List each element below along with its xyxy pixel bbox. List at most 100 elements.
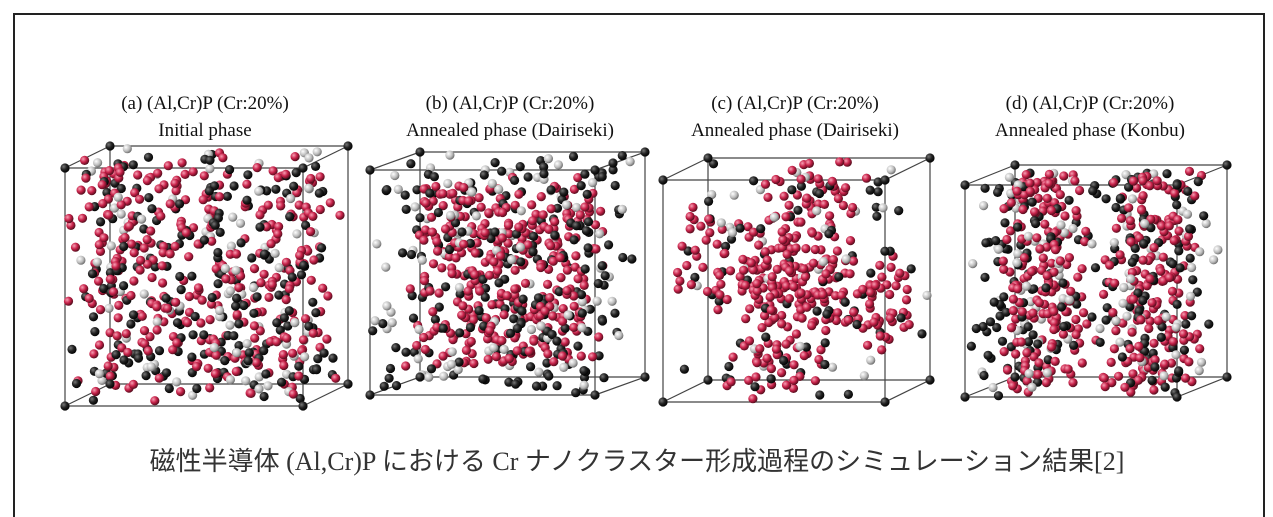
- atom: [767, 374, 776, 383]
- atom: [981, 184, 990, 193]
- corner-atom: [1222, 372, 1231, 381]
- atom: [144, 193, 153, 202]
- atom: [510, 176, 519, 185]
- atom: [1139, 191, 1148, 200]
- atom: [547, 185, 556, 194]
- atom: [876, 331, 885, 340]
- atom: [471, 248, 480, 257]
- atom: [968, 259, 977, 268]
- atom: [1150, 362, 1159, 371]
- atom: [979, 371, 988, 380]
- atom: [489, 343, 498, 352]
- atom: [796, 218, 805, 227]
- atom: [127, 240, 136, 249]
- atom: [789, 360, 798, 369]
- atom: [1099, 290, 1108, 299]
- atom: [715, 271, 724, 280]
- atom: [1087, 312, 1096, 321]
- atom: [99, 233, 108, 242]
- atom: [526, 362, 535, 371]
- atom: [260, 392, 269, 401]
- corner-atom: [365, 165, 374, 174]
- atom: [273, 229, 282, 238]
- atom: [331, 374, 340, 383]
- atom: [752, 279, 761, 288]
- atom: [516, 257, 525, 266]
- atom: [1145, 181, 1154, 190]
- atom: [789, 282, 798, 291]
- atom: [407, 250, 416, 259]
- atom: [1114, 372, 1123, 381]
- atom: [1100, 374, 1109, 383]
- atom: [822, 310, 831, 319]
- atom: [1034, 358, 1043, 367]
- atom: [895, 269, 904, 278]
- atom: [285, 306, 294, 315]
- atom: [481, 228, 490, 237]
- atom: [514, 223, 523, 232]
- atom: [391, 343, 400, 352]
- atom: [249, 283, 258, 292]
- atom: [1013, 187, 1022, 196]
- atom: [311, 308, 320, 317]
- atom: [504, 221, 513, 230]
- atom: [544, 154, 553, 163]
- atom: [1213, 245, 1222, 254]
- atom: [406, 159, 415, 168]
- atom: [1013, 284, 1022, 293]
- atom: [115, 168, 124, 177]
- atom: [199, 195, 208, 204]
- atom: [902, 295, 911, 304]
- atom: [236, 219, 245, 228]
- atom: [755, 344, 764, 353]
- atom: [1024, 322, 1033, 331]
- atom: [311, 162, 320, 171]
- atom: [439, 372, 448, 381]
- atom: [466, 323, 475, 332]
- atom: [94, 277, 103, 286]
- atom: [153, 317, 162, 326]
- atom: [1110, 238, 1119, 247]
- panel-title: (b) (Al,Cr)P (Cr:20%): [426, 93, 595, 114]
- atom: [741, 281, 750, 290]
- caption: 磁性半導体 (Al,Cr)P における Cr ナノクラスター形成過程のシミュレー…: [150, 447, 1125, 476]
- atom: [1065, 253, 1074, 262]
- atom: [553, 381, 562, 390]
- atom: [1111, 326, 1120, 335]
- atom: [756, 224, 765, 233]
- atom: [85, 202, 94, 211]
- atom: [260, 270, 269, 279]
- atom: [455, 283, 464, 292]
- atom: [1165, 273, 1174, 282]
- atom: [255, 223, 264, 232]
- atom: [173, 318, 182, 327]
- atom: [1031, 219, 1040, 228]
- atom: [136, 265, 145, 274]
- atom: [192, 384, 201, 393]
- atom: [1180, 346, 1189, 355]
- atom: [1088, 186, 1097, 195]
- atom: [724, 362, 733, 371]
- atom: [626, 157, 635, 166]
- atom: [175, 199, 184, 208]
- panel-title: (c) (Al,Cr)P (Cr:20%): [711, 93, 879, 114]
- atom: [570, 235, 579, 244]
- atom: [561, 337, 570, 346]
- corner-atom: [298, 401, 307, 410]
- atom: [580, 381, 589, 390]
- atom: [841, 298, 850, 307]
- corner-atom: [1222, 160, 1231, 169]
- atom: [792, 243, 801, 252]
- atom: [741, 314, 750, 323]
- atom: [429, 259, 438, 268]
- atom: [717, 218, 726, 227]
- atom: [478, 374, 487, 383]
- atom: [783, 250, 792, 259]
- atom: [905, 320, 914, 329]
- atom: [1126, 237, 1135, 246]
- atom: [571, 388, 580, 397]
- atom: [380, 382, 389, 391]
- corner-atom: [590, 390, 599, 399]
- atom: [492, 352, 501, 361]
- atom: [1043, 194, 1052, 203]
